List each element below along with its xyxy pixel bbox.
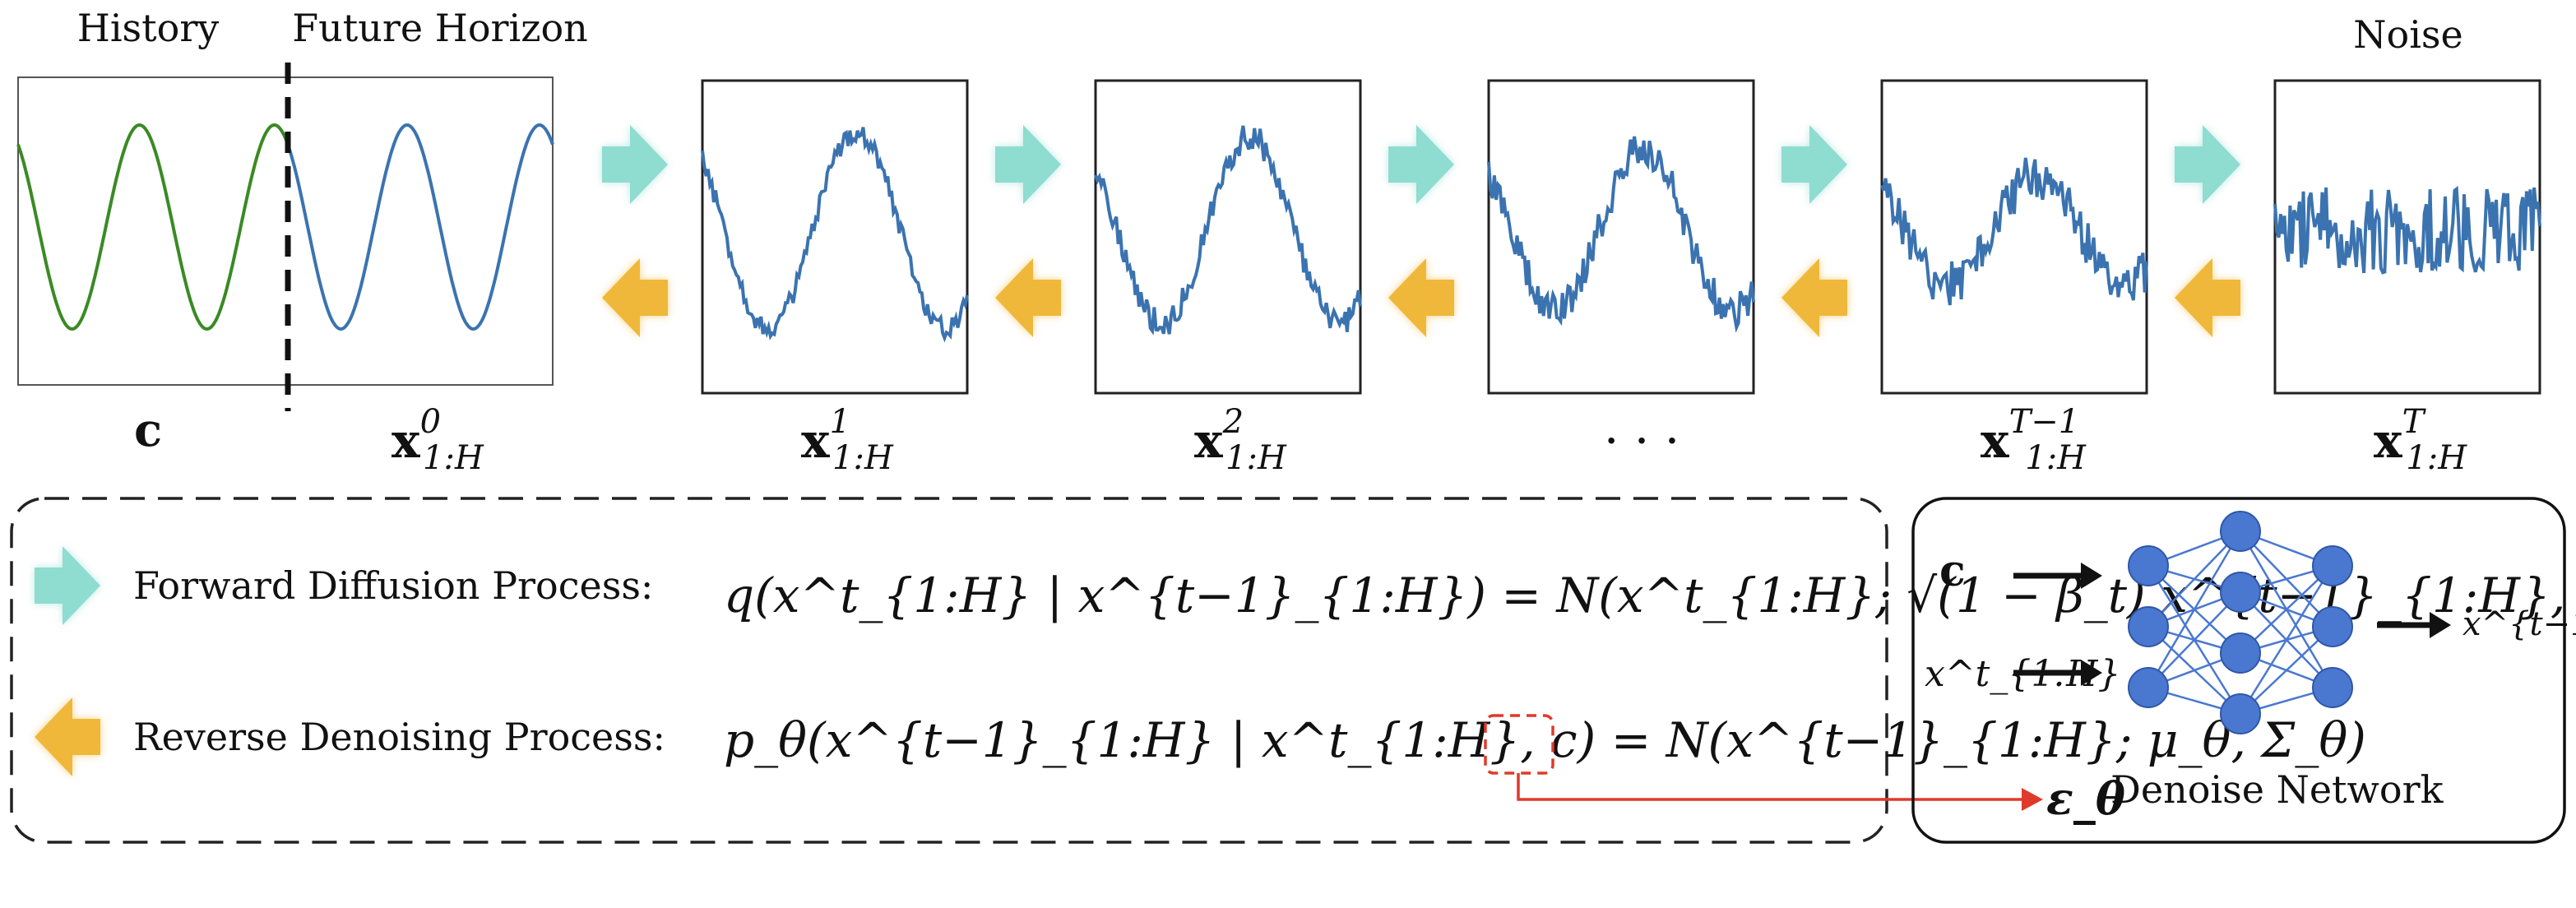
reverse-arrow-4 [1781,258,1847,337]
panel-4-label: xT−1 1:H [1981,403,2087,477]
panel-2 [1094,79,1362,395]
panel-5-label: xT 1:H [2374,403,2467,477]
network-node [2312,606,2353,647]
network-output-label: x^{t−1}_{1:H} [2462,605,2576,643]
panel-3-frame [1487,79,1755,395]
panel-3-series-line [1487,136,1755,333]
panel-5-series-line [2273,185,2541,275]
future-horizon-label: Future Horizon [292,6,588,50]
forward-arrow-5 [2175,125,2240,204]
network-node [2128,545,2169,586]
mu-highlight-box [1484,714,1554,775]
reverse-arrow-5 [2175,258,2240,337]
forward-arrow-icon [35,546,100,625]
panel-0 [16,63,554,411]
forward-arrow-3 [1388,125,1454,204]
panel-2-label: x2 1:H [1194,403,1287,477]
network-node [2312,545,2353,586]
context-label-c: c [134,403,162,457]
noise-label: Noise [2353,12,2463,57]
forward-legend-row: Forward Diffusion Process: q(x^t_{1:H} |… [35,546,2576,625]
neural-network-icon [2128,511,2353,734]
reverse-process-label: Reverse Denoising Process: [133,715,665,759]
network-node [2220,693,2261,734]
panel-2-frame [1094,79,1362,395]
network-node [2128,606,2169,647]
connector-arrowhead [2022,788,2043,811]
reverse-arrow-1 [602,258,668,337]
network-input-c: c [1939,546,1966,596]
network-node [2220,572,2261,613]
panel-0-frame [17,76,554,386]
network-node [2312,667,2353,708]
panel-1-series-line [701,127,969,343]
network-node [2128,667,2169,708]
network-node [2220,632,2261,674]
forward-arrow-1 [602,125,668,204]
history-series-line [16,123,290,331]
forward-arrow-4 [1781,125,1847,204]
history-label: History [77,6,220,50]
panel-3-label: · · · [1604,413,1679,469]
panel-0-label: x0 1:H [391,403,484,477]
forward-process-label: Forward Diffusion Process: [133,563,653,608]
panel-3 [1487,79,1755,395]
panel-1 [701,79,969,395]
input-x-arrowhead [2081,660,2102,686]
forward-arrow-2 [995,125,1061,204]
future-series-line [286,123,554,331]
output-arrowhead [2430,612,2451,638]
panel-4-series-line [1880,157,2148,306]
network-node [2220,511,2261,552]
reverse-arrow-icon [35,697,100,776]
reverse-legend-row: Reverse Denoising Process: p_θ(x^{t−1}_{… [35,697,2366,776]
mu-to-eps-connector [1517,773,2027,801]
epsilon-theta-label: ε_θ [2046,772,2125,825]
reverse-equation: p_θ(x^{t−1}_{1:H} | x^t_{1:H}, c) = N(x^… [724,712,2366,768]
panel-4 [1880,79,2148,395]
panel-1-frame [701,79,969,395]
panel-1-label: x1 1:H [801,403,894,477]
reverse-arrow-3 [1388,258,1454,337]
input-c-arrowhead [2081,563,2102,589]
panel-labels: x0 1:H x1 1:H x2 1:H · · · xT−1 1:H xT 1:H [391,403,2467,477]
panel-4-frame [1880,79,2148,395]
panel-2-series-line [1094,125,1362,336]
legend-box [10,497,1888,844]
network-box [1911,497,2566,844]
reverse-arrow-2 [995,258,1061,337]
panel-5 [2273,79,2541,395]
denoise-network-title: Denoise Network [2110,767,2444,812]
